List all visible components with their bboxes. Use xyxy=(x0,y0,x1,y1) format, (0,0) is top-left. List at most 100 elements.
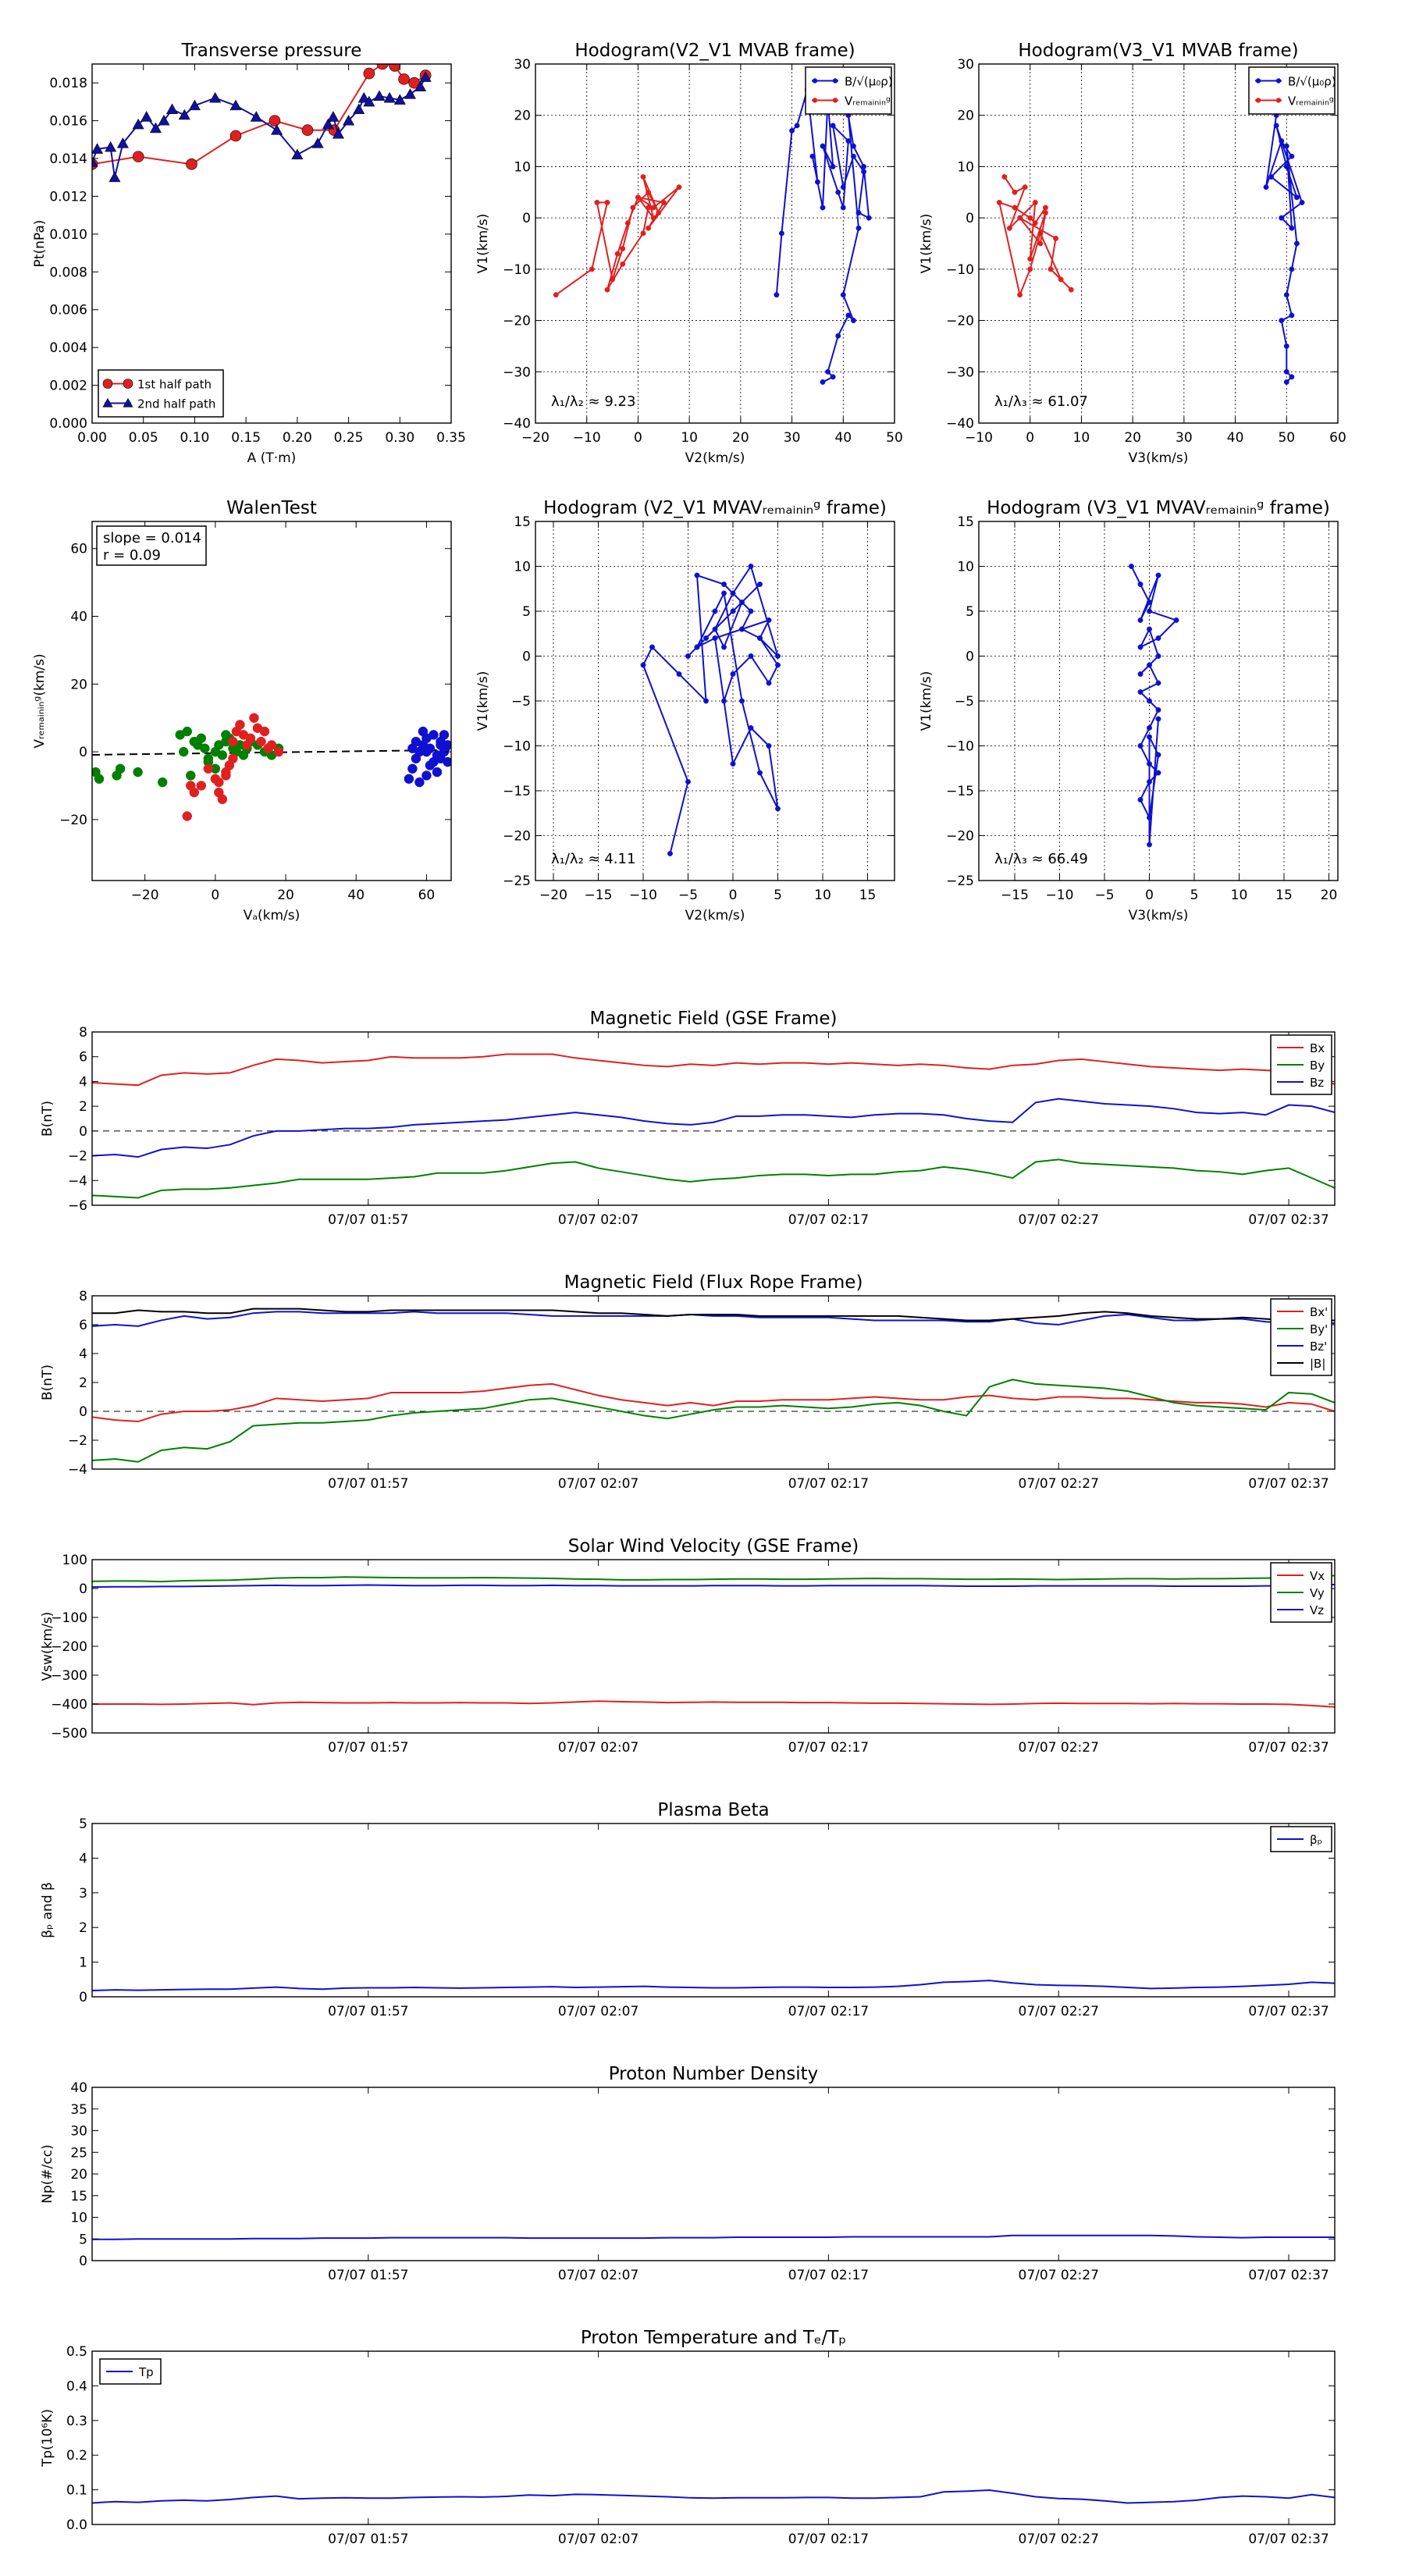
y-tick-label: 30 xyxy=(70,2124,87,2140)
eigenvalue-ratio-annotation: λ₁/λ₃ ≈ 61.07 xyxy=(994,393,1088,410)
data-point xyxy=(250,111,262,122)
data-point xyxy=(650,205,656,211)
y-tick-label: 3 xyxy=(79,1886,87,1902)
data-point xyxy=(730,590,736,596)
x-tick-label: −15 xyxy=(1001,888,1029,903)
y-tick-label: 10 xyxy=(957,560,974,575)
data-point xyxy=(92,143,104,154)
x-tick-label: 07/07 02:07 xyxy=(558,2532,638,2547)
chart-panel-8: Solar Wind Velocity (GSE Frame) 07/07 01:… xyxy=(40,1536,1336,1756)
y-tick-label: −4 xyxy=(68,1173,87,1189)
x-tick-label: 07/07 01:57 xyxy=(328,1476,408,1492)
data-point xyxy=(845,312,852,318)
y-axis-label: V1(km/s) xyxy=(919,671,934,731)
x-tick-label: 07/07 02:17 xyxy=(788,2532,869,2547)
x-tick-label: 07/07 02:37 xyxy=(1248,2004,1329,2019)
data-point xyxy=(1068,286,1074,293)
y-tick-label: 15 xyxy=(957,514,974,530)
data-point xyxy=(228,736,238,747)
data-point xyxy=(850,153,856,159)
data-point xyxy=(589,266,595,272)
plot-area xyxy=(92,1574,1335,1708)
data-point xyxy=(656,210,662,216)
x-tick-label: −15 xyxy=(585,888,613,903)
data-point xyxy=(373,90,386,101)
data-point xyxy=(301,124,314,137)
data-point xyxy=(327,111,340,122)
data-point xyxy=(196,733,207,743)
data-point xyxy=(1155,653,1161,659)
data-point xyxy=(721,582,727,587)
y-tick-label: 0.0 xyxy=(66,2517,87,2533)
x-tick-label: 40 xyxy=(347,888,365,903)
legend-label: Vx xyxy=(1310,1569,1325,1583)
data-point xyxy=(553,292,559,298)
y-tick-label: 0 xyxy=(79,1582,87,1597)
legend: Tp xyxy=(99,2358,162,2385)
x-tick-label: 07/07 02:27 xyxy=(1019,1212,1099,1228)
data-point xyxy=(712,608,718,614)
y-tick-label: 0 xyxy=(966,211,974,226)
chart-title: Hodogram (V2_V1 MVAVᵣₑₘₐᵢₙᵢₙᵍ frame) xyxy=(543,498,887,518)
x-axis-label: V3(km/s) xyxy=(1129,450,1189,466)
y-tick-label: 15 xyxy=(70,2189,87,2204)
data-point xyxy=(646,189,652,195)
x-tick-label: 07/07 01:57 xyxy=(328,1212,408,1228)
x-tick-label: 0.15 xyxy=(231,430,261,446)
legend-marker xyxy=(123,379,133,389)
legend-marker xyxy=(123,397,133,407)
x-tick-label: −20 xyxy=(131,888,159,903)
y-tick-label: 2 xyxy=(79,1375,87,1391)
data-point xyxy=(425,760,436,770)
data-point xyxy=(1279,215,1285,221)
x-tick-label: 07/07 02:07 xyxy=(558,1212,638,1228)
data-point xyxy=(1147,815,1152,820)
data-point xyxy=(1129,564,1134,569)
x-tick-label: 0.35 xyxy=(436,430,466,446)
plot-area xyxy=(92,2489,1335,2504)
chart-title: Hodogram (V3_V1 MVAVᵣₑₘₐᵢₙᵢₙᵍ frame) xyxy=(987,498,1330,518)
data-point xyxy=(1042,210,1048,216)
data-point xyxy=(850,318,856,324)
data-point xyxy=(1268,174,1275,180)
data-point xyxy=(133,767,143,777)
y-tick-label: 15 xyxy=(514,514,531,530)
data-point xyxy=(604,199,610,205)
data-point xyxy=(1155,770,1161,776)
x-tick-label: 07/07 02:17 xyxy=(788,1740,869,1756)
data-point xyxy=(748,608,754,614)
x-tick-label: 20 xyxy=(277,888,294,903)
legend-label: By' xyxy=(1310,1322,1328,1336)
legend-box xyxy=(805,66,892,115)
legend-marker xyxy=(812,98,818,103)
x-tick-label: 0.00 xyxy=(77,430,107,446)
data-point xyxy=(1137,689,1144,695)
data-point xyxy=(730,608,736,614)
y-tick-label: −20 xyxy=(946,829,974,845)
eigenvalue-ratio-annotation: λ₁/λ₂ ≈ 9.23 xyxy=(551,393,635,410)
y-tick-label: 25 xyxy=(70,2145,87,2161)
x-tick-label: 30 xyxy=(1176,430,1193,446)
y-tick-label: 0.014 xyxy=(49,151,87,167)
data-point xyxy=(1289,374,1295,380)
data-point xyxy=(855,225,862,231)
data-point xyxy=(1048,266,1054,272)
data-point xyxy=(1289,225,1295,231)
chart-title: Magnetic Field (Flux Rope Frame) xyxy=(564,1272,863,1293)
data-point xyxy=(209,91,222,103)
legend-label: Vᵣₑₘₐᵢₙᵢₙᵍ xyxy=(845,94,891,109)
legend-label: Vz xyxy=(1310,1603,1324,1617)
data-point xyxy=(132,118,144,130)
x-tick-label: 07/07 02:37 xyxy=(1248,1476,1329,1492)
y-tick-label: 20 xyxy=(514,109,531,124)
data-point xyxy=(774,292,780,298)
data-point xyxy=(179,746,189,757)
data-point xyxy=(407,763,418,774)
x-tick-label: 0 xyxy=(729,888,738,903)
data-point xyxy=(158,115,170,126)
data-point xyxy=(1293,240,1300,247)
data-point xyxy=(649,644,655,650)
legend: βₚ xyxy=(1270,1826,1332,1852)
x-tick-label: 07/07 02:27 xyxy=(1019,2268,1099,2283)
